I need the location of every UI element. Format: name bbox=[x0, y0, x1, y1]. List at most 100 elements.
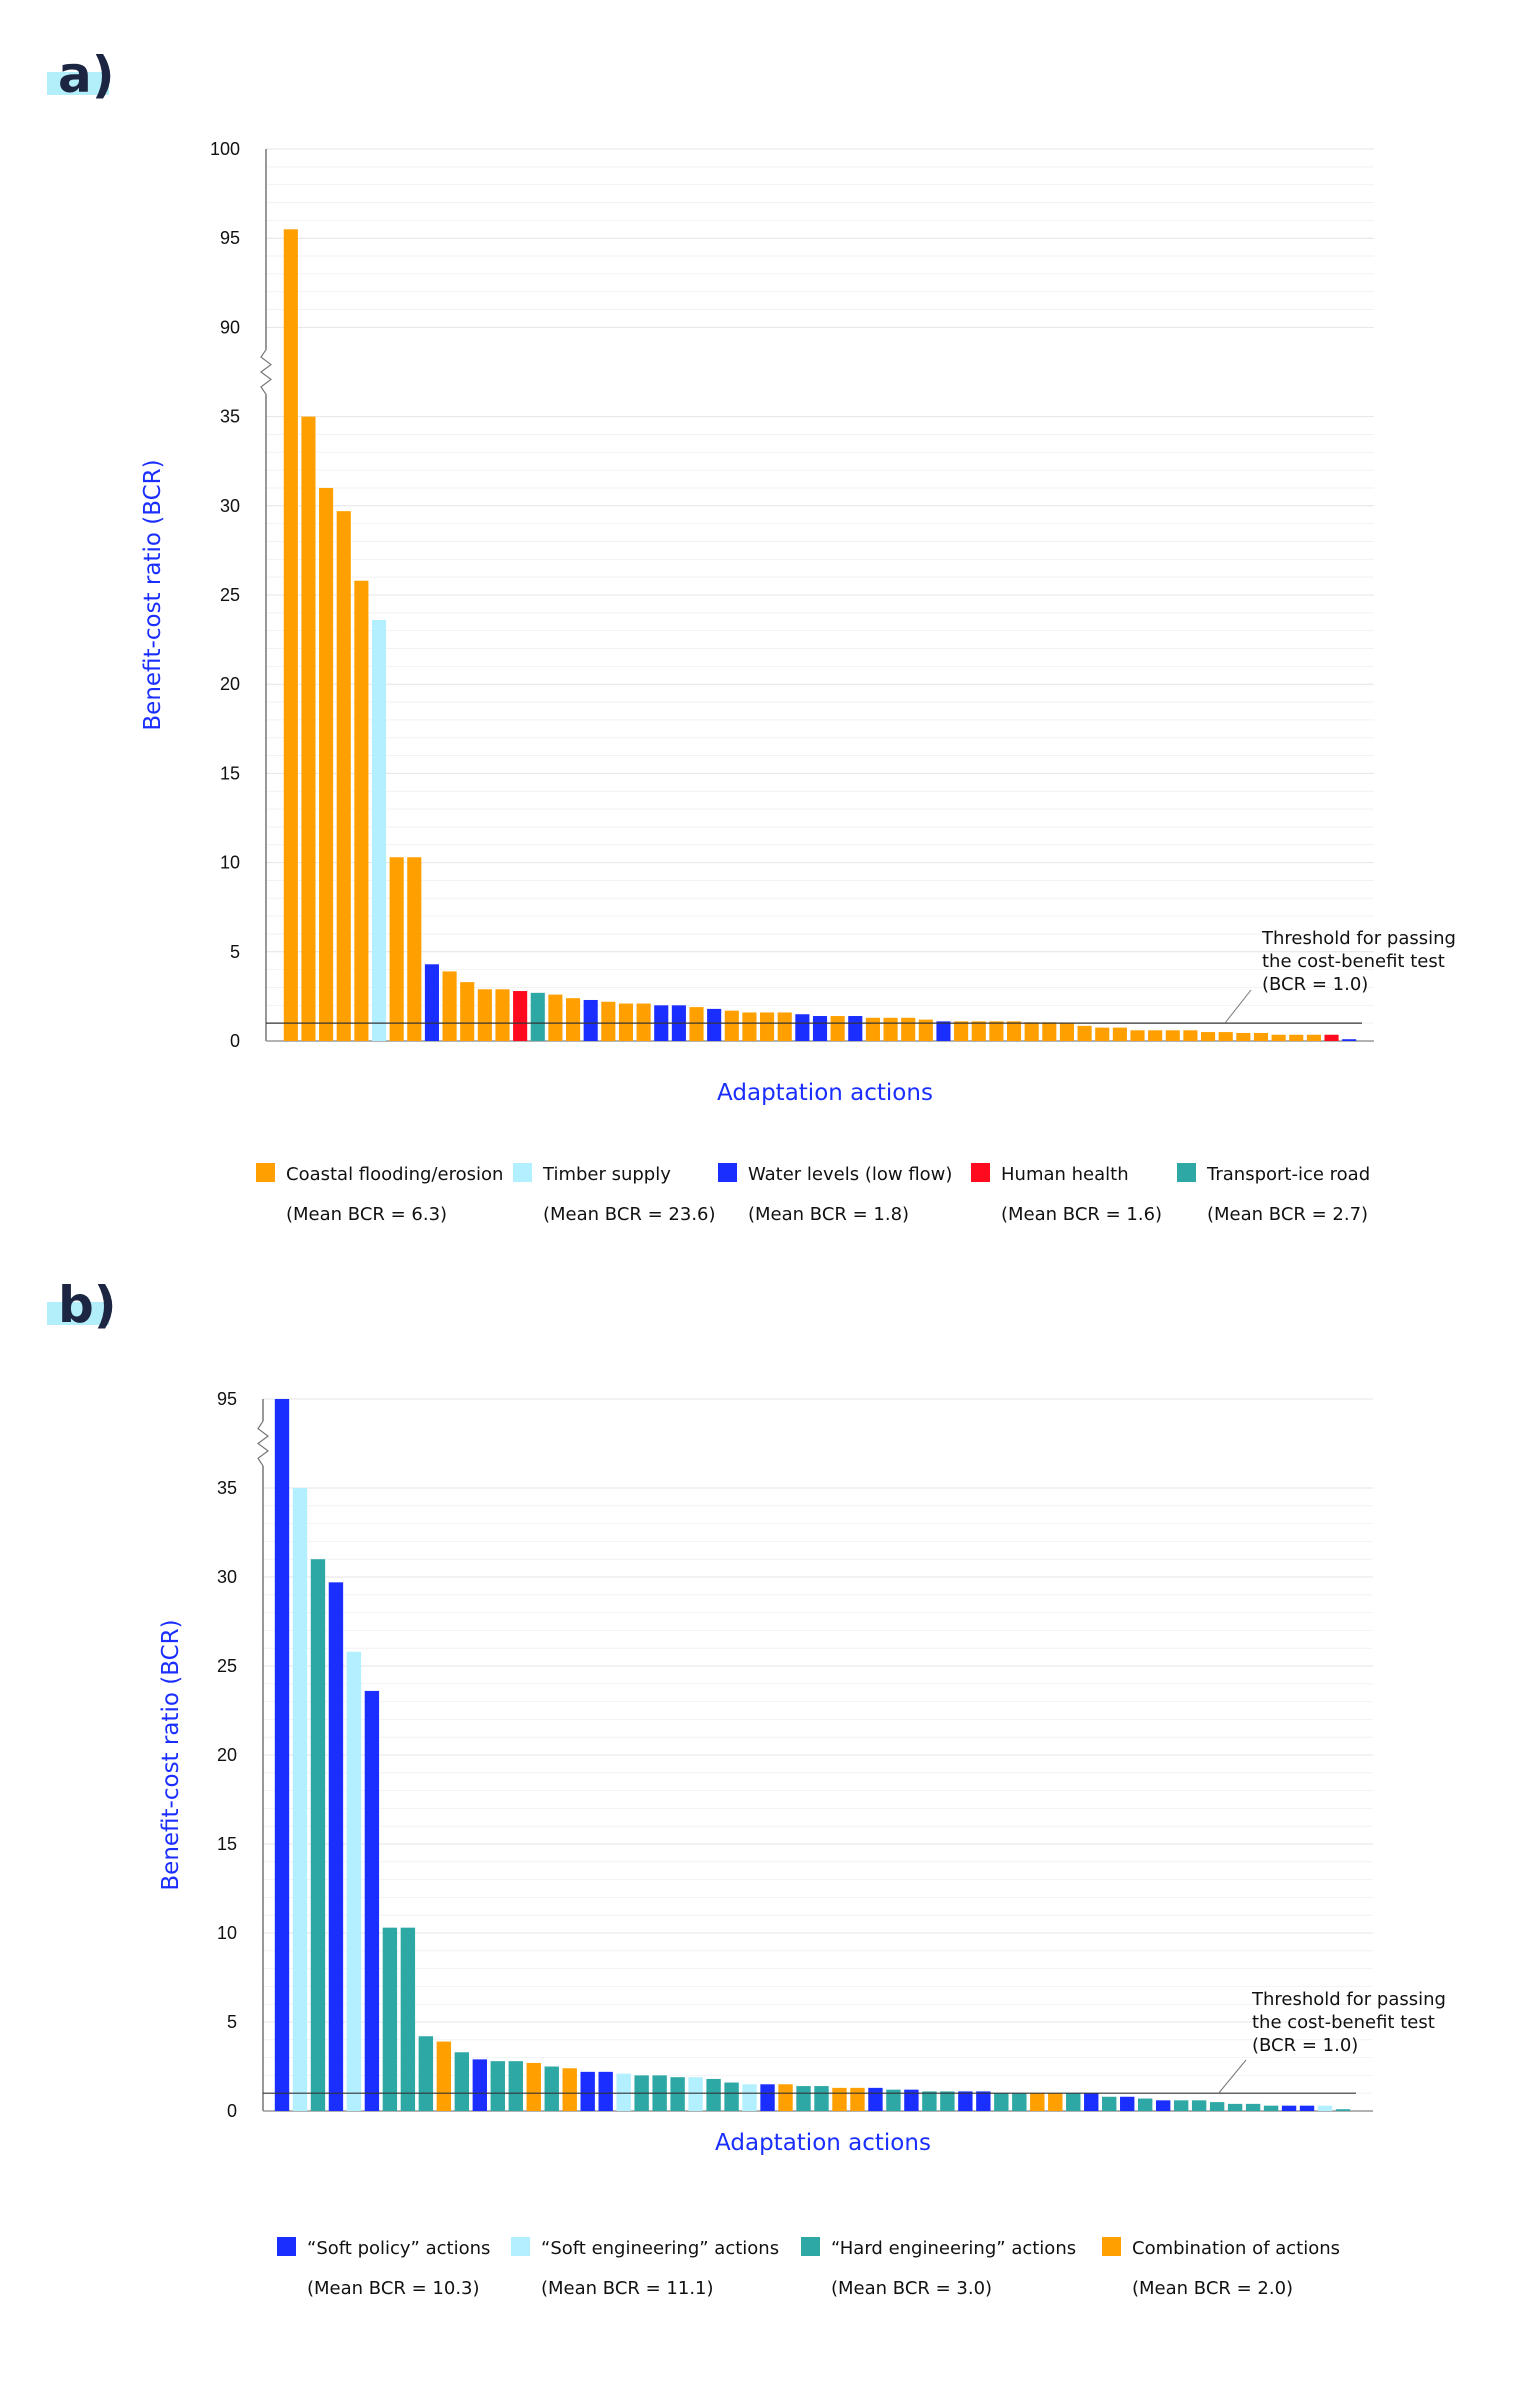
bar-hardeng bbox=[1173, 2100, 1189, 2111]
bar-softeng bbox=[346, 1651, 362, 2111]
bar-coastal bbox=[760, 1012, 775, 1041]
legend-mean: (Mean BCR = 6.3) bbox=[286, 1204, 447, 1225]
bar-coastal bbox=[1095, 1027, 1110, 1041]
legend-swatch bbox=[971, 1163, 990, 1182]
bar-coastal bbox=[1059, 1023, 1075, 1041]
bar-coastal bbox=[1042, 1022, 1057, 1041]
legend-swatch bbox=[1177, 1163, 1196, 1182]
bar-coastal bbox=[1201, 1032, 1216, 1041]
y-tick-label: 5 bbox=[230, 942, 240, 962]
bar-hardeng bbox=[814, 2086, 829, 2111]
y-tick-label: 95 bbox=[220, 228, 240, 248]
bar-combo bbox=[850, 2087, 865, 2111]
legend-swatch bbox=[513, 1163, 532, 1182]
threshold-annotation: (BCR = 1.0) bbox=[1262, 974, 1368, 995]
bar-combo bbox=[778, 2084, 793, 2111]
y-tick-label: 5 bbox=[227, 2012, 237, 2032]
bar-policy bbox=[274, 1399, 290, 2111]
bar-hardeng bbox=[490, 2061, 505, 2111]
legend-label: Water levels (low flow) bbox=[748, 1164, 952, 1185]
bar-coastal bbox=[724, 1010, 739, 1041]
bar-hardeng bbox=[706, 2078, 721, 2111]
chart-panel-b: 0 5 10 15 20 25 30 35 95 Threshold for passingthe… bbox=[158, 1389, 1446, 2299]
y-tick-label: 25 bbox=[217, 1656, 237, 1676]
bar-hardeng bbox=[382, 1927, 398, 2111]
legend-label: “Soft policy” actions bbox=[307, 2238, 490, 2259]
bar-water bbox=[583, 999, 598, 1041]
bar-coastal bbox=[954, 1021, 969, 1041]
bar-hardeng bbox=[1191, 2100, 1207, 2111]
y-tick-label: 95 bbox=[217, 1389, 237, 1409]
legend-mean: (Mean BCR = 11.1) bbox=[541, 2278, 714, 2299]
y-tick-label: 90 bbox=[220, 317, 240, 337]
bar-coastal bbox=[618, 1003, 634, 1041]
legend-mean: (Mean BCR = 23.6) bbox=[543, 1204, 716, 1225]
legend-item-coastal: Coastal flooding/erosion (Mean BCR = 6.3) bbox=[256, 1163, 503, 1225]
bar-coastal bbox=[336, 511, 351, 1042]
bar-policy bbox=[328, 1582, 344, 2111]
bar-combo bbox=[832, 2087, 847, 2111]
bar-transport bbox=[530, 992, 545, 1041]
bar-hardeng bbox=[1137, 2098, 1153, 2111]
bar-coastal bbox=[283, 229, 298, 1041]
legend-label: Transport-ice road bbox=[1206, 1164, 1370, 1185]
threshold-annotation: Threshold for passing bbox=[1261, 928, 1456, 949]
bar-hardeng bbox=[1209, 2102, 1225, 2111]
y-tick-label: 15 bbox=[220, 763, 240, 783]
legend-item-water: Water levels (low flow) (Mean BCR = 1.8) bbox=[718, 1163, 952, 1225]
bar-hardeng bbox=[1066, 2093, 1081, 2111]
y-tick-label: 10 bbox=[217, 1923, 237, 1943]
bar-coastal bbox=[865, 1017, 880, 1041]
bar-coastal bbox=[1236, 1032, 1251, 1041]
bar-policy bbox=[598, 2071, 613, 2111]
bar-hardeng bbox=[922, 2091, 937, 2111]
bar-combo bbox=[436, 2041, 452, 2111]
bar-coastal bbox=[918, 1019, 933, 1041]
bar-water bbox=[707, 1008, 722, 1041]
bar-coastal bbox=[565, 998, 581, 1041]
bar-water bbox=[424, 964, 439, 1041]
bar-coastal bbox=[1183, 1030, 1198, 1041]
y-tick-label: 10 bbox=[220, 853, 240, 873]
bar-coastal bbox=[495, 989, 510, 1041]
legend-label: Timber supply bbox=[542, 1164, 671, 1185]
legend-swatch bbox=[718, 1163, 737, 1182]
bar-coastal bbox=[548, 994, 563, 1041]
bar-coastal bbox=[354, 580, 369, 1041]
legend-item-combo: Combination of actions (Mean BCR = 2.0) bbox=[1102, 2237, 1340, 2299]
bar-health bbox=[513, 991, 528, 1041]
bar-hardeng bbox=[418, 2036, 434, 2111]
bar-health bbox=[1324, 1034, 1339, 1041]
axis-break-icon bbox=[259, 349, 273, 395]
threshold-annotation: the cost-benefit test bbox=[1262, 951, 1445, 972]
bar-policy bbox=[904, 2089, 919, 2111]
panel-b-highlight bbox=[47, 1302, 109, 1325]
bar-coastal bbox=[636, 1003, 651, 1041]
bar-hardeng bbox=[1335, 2109, 1351, 2111]
legend-mean: (Mean BCR = 2.7) bbox=[1207, 1204, 1368, 1225]
legend-item-transport: Transport-ice road (Mean BCR = 2.7) bbox=[1177, 1163, 1370, 1225]
y-tick-label: 0 bbox=[227, 2101, 237, 2121]
bar-coastal bbox=[989, 1021, 1004, 1041]
y-tick-label: 20 bbox=[217, 1745, 237, 1765]
bar-coastal bbox=[601, 1001, 616, 1041]
bar-coastal bbox=[971, 1021, 986, 1041]
legend-swatch bbox=[1102, 2237, 1121, 2256]
legend-mean: (Mean BCR = 10.3) bbox=[307, 2278, 480, 2299]
bar-coastal bbox=[389, 857, 404, 1041]
legend-label: “Hard engineering” actions bbox=[831, 2238, 1076, 2259]
bar-water bbox=[848, 1016, 863, 1041]
y-tick-label: 30 bbox=[217, 1567, 237, 1587]
x-axis-title: Adaptation actions bbox=[717, 1080, 933, 1106]
bar-timber bbox=[371, 619, 387, 1041]
bar-coastal bbox=[1253, 1032, 1269, 1041]
x-axis-title: Adaptation actions bbox=[715, 2130, 931, 2156]
bar-hardeng bbox=[1263, 2105, 1279, 2111]
bar-policy bbox=[760, 2084, 775, 2111]
bar-water bbox=[936, 1021, 951, 1041]
bar-policy bbox=[1084, 2093, 1099, 2111]
y-tick-label: 20 bbox=[220, 674, 240, 694]
y-tick-label: 35 bbox=[220, 407, 240, 427]
legend-item-timber: Timber supply (Mean BCR = 23.6) bbox=[513, 1163, 716, 1225]
bar-policy bbox=[580, 2071, 595, 2111]
